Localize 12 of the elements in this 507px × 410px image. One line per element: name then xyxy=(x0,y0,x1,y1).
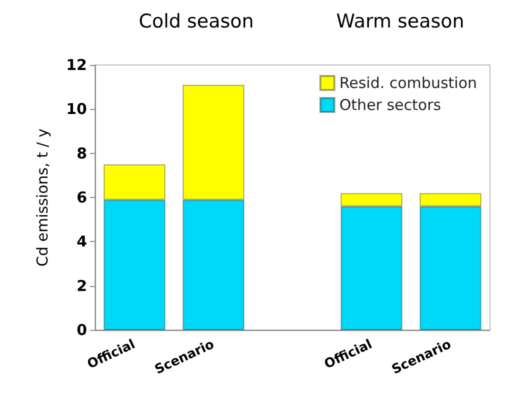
y-tick-label: 12 xyxy=(66,56,87,74)
y-tick-label: 2 xyxy=(76,276,87,295)
y-tick-label: 4 xyxy=(76,232,87,251)
legend-label: Resid. combustion xyxy=(339,74,478,92)
y-tick-label: 10 xyxy=(66,100,87,118)
y-tick-label: 0 xyxy=(76,321,87,339)
text: Warm season xyxy=(336,10,464,32)
y-tick-label: 8 xyxy=(76,144,87,162)
y-tick-label: 6 xyxy=(76,188,87,206)
legend-label: Other sectors xyxy=(339,96,442,114)
text: Cold season xyxy=(138,10,254,32)
y-axis-title: Cd emissions, t / y xyxy=(34,128,52,266)
